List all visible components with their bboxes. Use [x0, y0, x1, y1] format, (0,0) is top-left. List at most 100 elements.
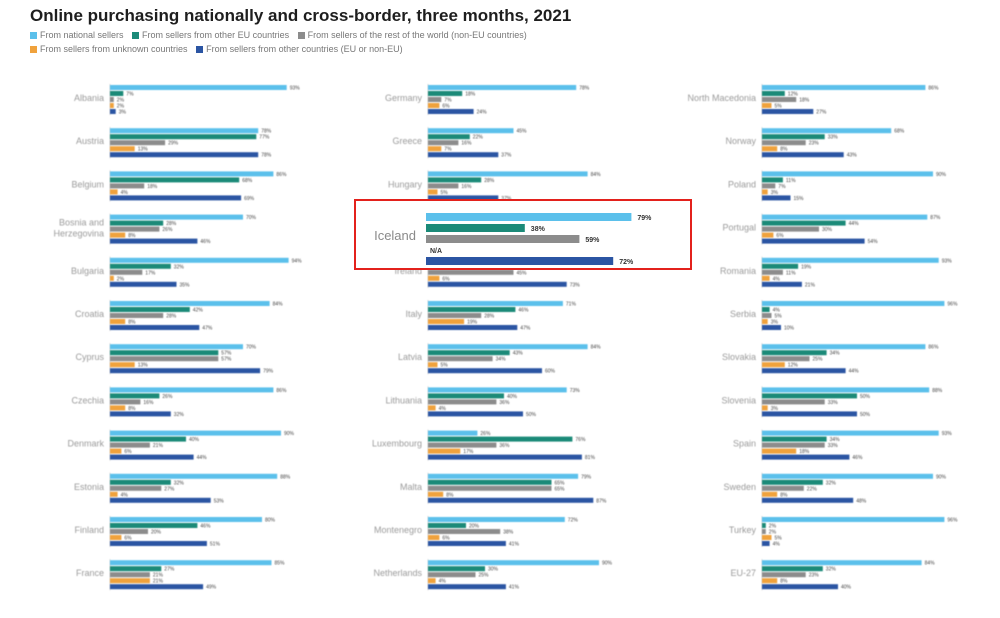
bar-malta-s0 — [428, 473, 579, 479]
bar-bulgaria-s2 — [110, 269, 143, 275]
bar-france-s0 — [110, 560, 272, 566]
bar-slovenia-s0 — [762, 387, 930, 393]
data-label: 21% — [153, 573, 164, 579]
bar-czechia-s1 — [110, 393, 160, 399]
bar-france-s1 — [110, 566, 162, 572]
country-label: EU-27 — [730, 568, 756, 578]
legend-item-national: From national sellers — [30, 30, 124, 40]
bar-cyprus-s1 — [110, 350, 219, 356]
data-label: 34% — [496, 357, 507, 363]
data-label: 37% — [501, 153, 512, 159]
data-label: 5% — [775, 536, 783, 542]
bar-greece-s0 — [428, 128, 514, 134]
country-label: Netherlands — [373, 568, 422, 578]
bar-cyprus-s2 — [110, 356, 219, 362]
bar-portugal-s4 — [762, 238, 865, 244]
data-label: 11% — [786, 178, 796, 184]
bar-bosnia-and-herzegovina-s3 — [110, 232, 126, 238]
country-label: Poland — [728, 179, 756, 189]
bar-finland-s4 — [110, 541, 207, 546]
data-label: 18% — [465, 92, 476, 98]
highlight-data-label: 59% — [585, 237, 600, 244]
data-label: 86% — [276, 172, 287, 178]
data-label: 47% — [520, 326, 531, 332]
data-label: 40% — [189, 437, 200, 443]
bar-eu-27-s4 — [762, 584, 838, 590]
bar-montenegro-s1 — [428, 523, 466, 528]
data-label: 46% — [200, 524, 211, 530]
data-label: 28% — [484, 178, 495, 184]
bar-luxembourg-s4 — [428, 454, 582, 460]
bar-norway-s2 — [762, 140, 806, 146]
bar-albania-s3 — [110, 103, 114, 108]
highlight-bar-s2 — [426, 235, 580, 243]
legend-item-other-eu: From sellers from other EU countries — [132, 30, 289, 40]
data-label: 6% — [124, 449, 132, 455]
data-label: 8% — [780, 147, 788, 153]
data-label: 13% — [138, 147, 149, 153]
bar-greece-s4 — [428, 152, 499, 158]
country-label: North Macedonia — [687, 93, 756, 103]
data-label: 60% — [545, 369, 556, 375]
bar-latvia-s3 — [428, 362, 438, 368]
data-label: 32% — [174, 412, 185, 418]
bar-bosnia-and-herzegovina-s4 — [110, 238, 198, 244]
data-label: 32% — [174, 480, 185, 486]
bar-portugal-s2 — [762, 226, 819, 232]
bar-bulgaria-s4 — [110, 281, 177, 287]
data-label: 57% — [221, 357, 232, 363]
bar-austria-s3 — [110, 146, 135, 152]
country-label: Bulgaria — [71, 266, 104, 276]
data-label: 32% — [826, 480, 837, 486]
data-label: 87% — [596, 498, 607, 504]
data-label: 10% — [784, 326, 795, 332]
bar-portugal-s0 — [762, 214, 928, 220]
highlight-bar-s1 — [426, 224, 525, 232]
highlight-data-label: 72% — [619, 259, 634, 266]
bar-lithuania-s1 — [428, 393, 504, 399]
country-label: Bosnia and Herzegovina — [53, 218, 104, 239]
data-label: 78% — [579, 86, 590, 92]
country-label: Romania — [720, 266, 756, 276]
bar-germany-s4 — [428, 109, 474, 114]
bar-belgium-s0 — [110, 171, 274, 177]
data-label: 54% — [868, 239, 879, 245]
data-label: 4% — [773, 308, 781, 314]
bar-croatia-s4 — [110, 325, 200, 330]
data-label: 44% — [197, 455, 208, 461]
data-label: 45% — [517, 270, 528, 276]
bar-netherlands-s2 — [428, 572, 476, 578]
data-label: 16% — [461, 141, 472, 147]
bar-cyprus-s0 — [110, 344, 243, 350]
data-label: 5% — [441, 190, 449, 196]
data-label: 25% — [813, 357, 824, 363]
bar-germany-s0 — [428, 85, 577, 90]
bar-serbia-s0 — [762, 301, 945, 306]
bar-malta-s4 — [428, 497, 594, 503]
bar-denmark-s2 — [110, 442, 150, 448]
bar-italy-s2 — [428, 313, 482, 318]
country-label: Portugal — [722, 223, 756, 233]
bar-lithuania-s2 — [428, 399, 497, 405]
data-label: 3% — [771, 190, 779, 196]
data-label: 84% — [925, 561, 936, 567]
bar-bulgaria-s1 — [110, 263, 171, 269]
data-label: 88% — [280, 474, 291, 480]
data-label: 26% — [162, 227, 173, 233]
data-label: 30% — [488, 567, 499, 573]
data-label: 12% — [788, 92, 799, 98]
bar-slovakia-s0 — [762, 344, 926, 350]
data-label: 35% — [180, 282, 191, 288]
data-label: 94% — [292, 258, 303, 264]
bar-sweden-s0 — [762, 473, 933, 479]
bar-belgium-s3 — [110, 189, 118, 195]
bar-bulgaria-s0 — [110, 257, 289, 263]
bar-denmark-s3 — [110, 448, 122, 454]
bar-ireland-s4 — [428, 281, 567, 287]
bar-denmark-s1 — [110, 436, 186, 442]
legend-item-rest-of-world: From sellers of the rest of the world (n… — [297, 30, 527, 40]
bar-estonia-s3 — [110, 491, 118, 497]
bar-spain-s4 — [762, 454, 850, 460]
bar-spain-s1 — [762, 436, 827, 442]
